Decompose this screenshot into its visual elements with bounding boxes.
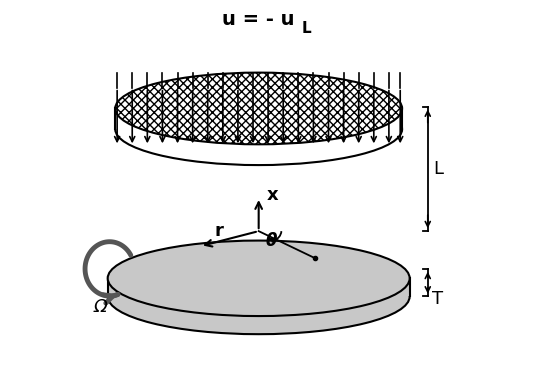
Ellipse shape xyxy=(115,93,402,165)
Text: Ω: Ω xyxy=(94,298,108,316)
Text: θ: θ xyxy=(266,232,277,250)
Text: L: L xyxy=(302,21,312,36)
Text: T: T xyxy=(433,290,443,308)
Text: r: r xyxy=(214,222,224,240)
Ellipse shape xyxy=(115,73,402,144)
Polygon shape xyxy=(107,278,410,296)
Text: L: L xyxy=(433,160,443,178)
Ellipse shape xyxy=(107,259,410,334)
Text: x: x xyxy=(266,186,278,204)
Text: u = - u: u = - u xyxy=(222,10,295,29)
Ellipse shape xyxy=(107,241,410,316)
Polygon shape xyxy=(115,108,402,129)
